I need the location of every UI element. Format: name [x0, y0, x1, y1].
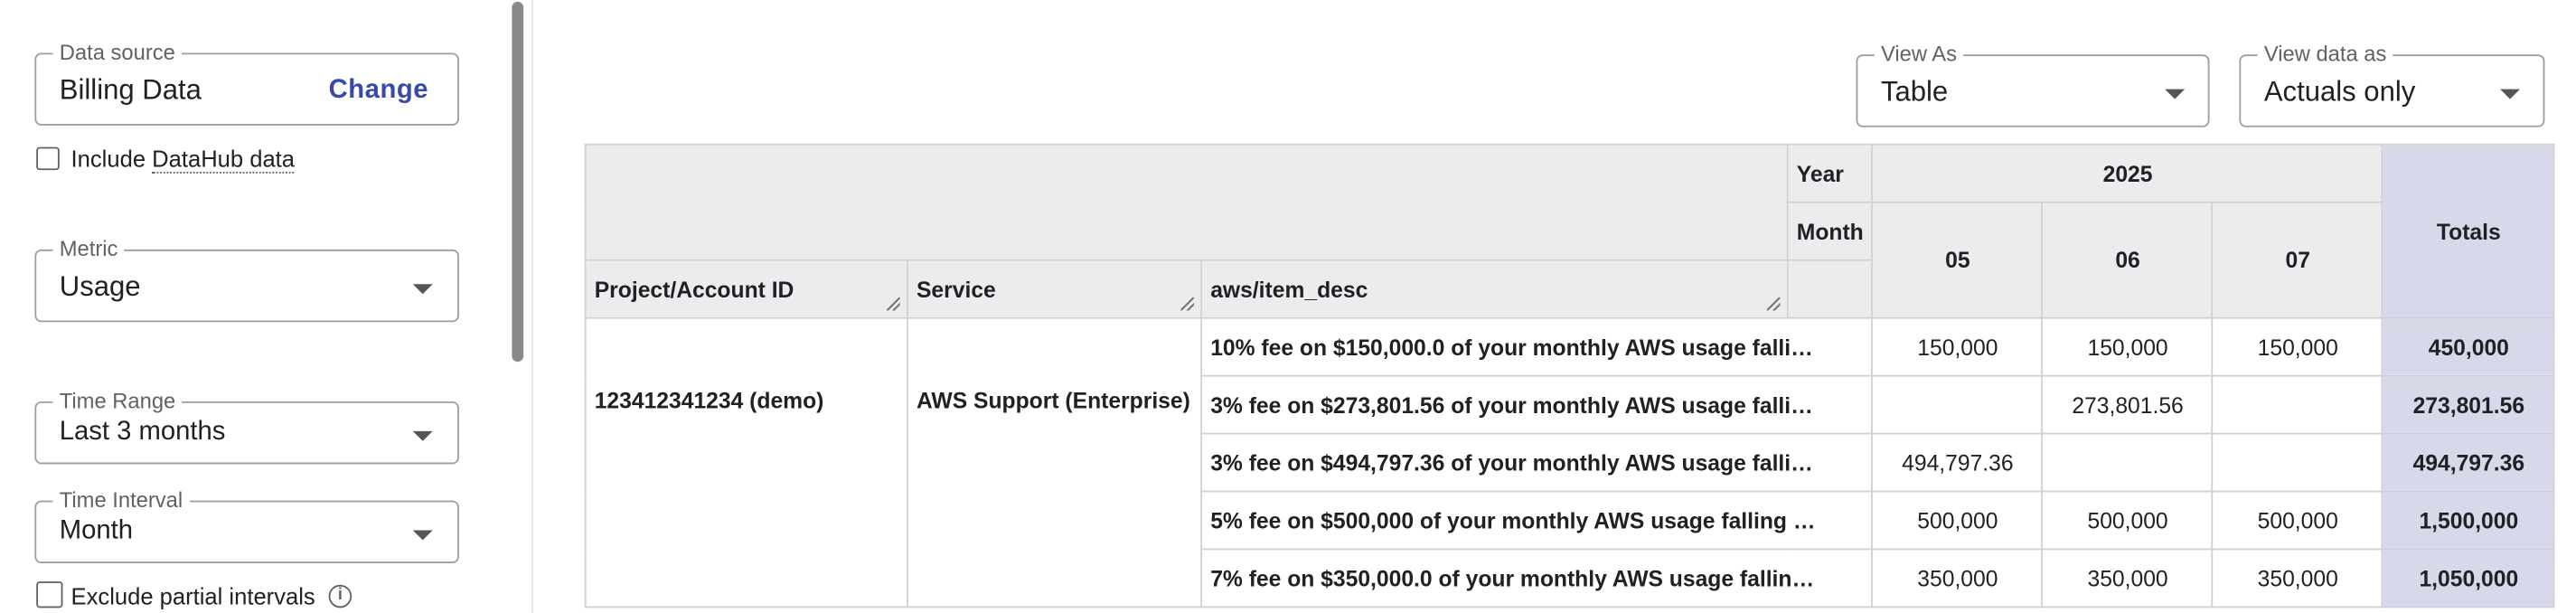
time-range-select[interactable]: Time Range Last 3 months: [34, 388, 459, 465]
view-as-value: Table: [1880, 76, 1949, 108]
table-row: 7% fee on $350,000.0 of your monthly AWS…: [586, 548, 2556, 608]
include-datahub-label: Include DataHub data: [71, 145, 296, 174]
column-header-project-label: Project/Account ID: [594, 277, 794, 302]
datahub-link[interactable]: DataHub data: [152, 145, 296, 174]
header-spacer: [584, 143, 1789, 261]
column-header-project[interactable]: Project/Account ID: [584, 259, 908, 319]
view-data-as-label: View data as: [2257, 41, 2393, 68]
month-header: 07: [2212, 201, 2384, 319]
month-header: 06: [2042, 201, 2214, 319]
value-cell: [2212, 432, 2384, 493]
value-cell: 150,000: [2212, 316, 2384, 377]
item-desc-cell: 10% fee on $150,000.0 of your monthly AW…: [1200, 316, 1874, 377]
value-cell: 350,000: [2042, 548, 2214, 608]
total-cell: 273,801.56: [2382, 374, 2556, 435]
year-value: 2025: [1871, 143, 2384, 203]
chevron-down-icon: [2500, 89, 2521, 99]
time-range-value: Last 3 months: [59, 418, 226, 447]
header-empty-cell: [1786, 259, 1874, 319]
time-range-label: Time Range: [52, 388, 183, 415]
data-source-value: Billing Data: [59, 74, 202, 106]
total-cell: 450,000: [2382, 316, 2556, 377]
chevron-down-icon: [412, 530, 433, 541]
metric-label: Metric: [52, 236, 125, 263]
header-row-columns: Project/Account ID Service aws/item_desc: [584, 259, 2555, 319]
item-desc-cell: 3% fee on $494,797.36 of your monthly AW…: [1200, 432, 1874, 493]
change-data-source-button[interactable]: Change: [328, 76, 429, 105]
info-icon[interactable]: i: [328, 584, 353, 608]
chevron-down-icon: [412, 284, 433, 295]
chevron-down-icon: [412, 430, 433, 441]
header-row-month: Month 05 06 07: [586, 201, 2555, 319]
column-header-item-desc[interactable]: aws/item_desc: [1200, 259, 1789, 319]
service-cell: AWS Support (Enterprise): [907, 316, 1203, 608]
sidebar-scrollbar-thumb[interactable]: [512, 1, 524, 363]
value-cell: 350,000: [2212, 548, 2384, 608]
view-as-select[interactable]: View As Table: [1856, 41, 2210, 127]
column-header-service-label: Service: [916, 277, 996, 302]
header-row-year: Year 2025 Totals: [584, 143, 2556, 319]
total-cell: 1,050,000: [2382, 548, 2556, 608]
include-datahub-prefix: Include: [71, 145, 153, 173]
data-source-label: Data source: [52, 39, 183, 67]
time-interval-select[interactable]: Time Interval Month: [34, 486, 459, 564]
metric-value: Usage: [59, 270, 141, 303]
year-label: Year: [1786, 143, 1874, 203]
project-cell: 123412341234 (demo): [584, 316, 908, 608]
exclude-partial-label: Exclude partial intervals: [71, 582, 315, 610]
month-header: 05: [1871, 201, 2044, 319]
table-row: 3% fee on $273,801.56 of your monthly AW…: [586, 374, 2556, 435]
table-row: 5% fee on $500,000 of your monthly AWS u…: [586, 490, 2556, 551]
metric-select[interactable]: Metric Usage: [34, 236, 459, 323]
value-cell: 150,000: [1871, 316, 2044, 377]
time-interval-label: Time Interval: [52, 486, 190, 514]
column-header-service[interactable]: Service: [907, 259, 1203, 319]
value-cell: [2212, 374, 2384, 435]
view-as-label: View As: [1874, 41, 1964, 68]
include-datahub-checkbox[interactable]: [36, 146, 60, 171]
value-cell: 500,000: [2042, 490, 2214, 551]
data-source-field: Data source Billing Data Change: [34, 39, 459, 126]
exclude-partial-checkbox[interactable]: [36, 581, 63, 608]
totals-header: Totals: [2382, 143, 2556, 319]
chevron-down-icon: [2165, 89, 2186, 99]
filters-panel: Data source Billing Data Change Include …: [0, 0, 534, 613]
total-cell: 1,500,000: [2382, 490, 2556, 551]
value-cell: 500,000: [1871, 490, 2044, 551]
view-data-as-value: Actuals only: [2263, 76, 2416, 108]
item-desc-cell: 7% fee on $350,000.0 of your monthly AWS…: [1200, 548, 1874, 608]
value-cell: 150,000: [2042, 316, 2214, 377]
item-desc-cell: 5% fee on $500,000 of your monthly AWS u…: [1200, 490, 1874, 551]
value-cell: [1871, 374, 2044, 435]
item-desc-cell: 3% fee on $273,801.56 of your monthly AW…: [1200, 374, 1874, 435]
value-cell: 494,797.36: [1871, 432, 2044, 493]
table-row: 123412341234 (demo) AWS Support (Enterpr…: [584, 316, 2556, 608]
table-row: 3% fee on $494,797.36 of your monthly AW…: [586, 432, 2556, 493]
month-label: Month: [1786, 201, 1874, 261]
value-cell: 350,000: [1871, 548, 2044, 608]
time-interval-value: Month: [59, 516, 134, 545]
pivot-table: Year 2025 Totals Month 05 06 07 Project/…: [584, 143, 2556, 608]
value-cell: 273,801.56: [2042, 374, 2214, 435]
value-cell: 500,000: [2212, 490, 2384, 551]
value-cell: [2042, 432, 2214, 493]
column-header-item-desc-label: aws/item_desc: [1210, 277, 1368, 302]
total-cell: 494,797.36: [2382, 432, 2556, 493]
view-data-as-select[interactable]: View data as Actuals only: [2239, 41, 2545, 127]
